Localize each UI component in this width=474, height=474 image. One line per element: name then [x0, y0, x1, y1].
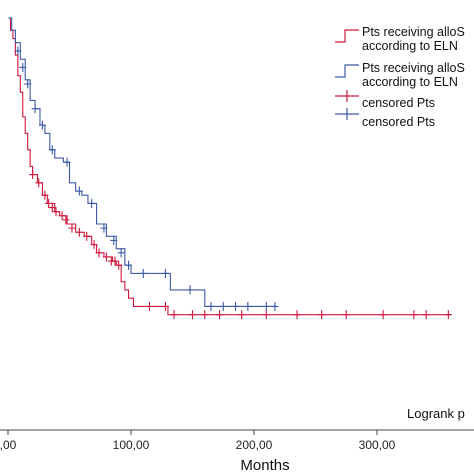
censored-mark: [63, 157, 71, 167]
survival-curve-1: [8, 17, 451, 316]
censored-mark: [83, 231, 91, 241]
censored-mark: [88, 198, 96, 208]
censored-mark: [19, 62, 27, 72]
censored-mark: [379, 310, 387, 320]
x-tick-label: 200,00: [236, 438, 273, 452]
censored-mark: [75, 227, 83, 237]
censored-mark: [139, 268, 147, 278]
censored-mark: [102, 252, 110, 262]
censored-mark: [422, 310, 430, 320]
legend-label: according to ELN: [362, 39, 458, 53]
censored-mark: [35, 178, 43, 188]
censored-mark: [216, 310, 224, 320]
censored-mark: [52, 207, 60, 217]
censored-mark: [444, 310, 452, 320]
censored-mark: [62, 215, 70, 225]
censored-mark: [170, 310, 178, 320]
censored-mark: [201, 310, 209, 320]
censored-mark: [125, 260, 133, 270]
x-tick-label: 300,00: [359, 438, 396, 452]
censored-mark: [186, 285, 194, 295]
censored-mark: [29, 170, 37, 180]
plot-area: [8, 17, 452, 320]
censored-mark: [318, 310, 326, 320]
censored-mark: [262, 310, 270, 320]
x-axis-ticks: ,00 100,00 200,00 300,00: [0, 430, 396, 452]
x-tick-label: 100,00: [113, 438, 150, 452]
legend-swatch: [335, 90, 359, 102]
censored-mark: [48, 145, 56, 155]
logrank-annotation: Logrank p: [407, 406, 465, 421]
censored-mark: [75, 186, 83, 196]
censored-mark: [45, 198, 53, 208]
censored-mark: [58, 211, 66, 221]
censored-mark: [244, 301, 252, 311]
legend-label: Pts receiving alloS: [362, 25, 465, 39]
x-axis-title: Months: [240, 457, 289, 474]
censored-mark: [271, 301, 279, 311]
censored-mark: [161, 301, 169, 311]
censored-mark: [115, 260, 123, 270]
censored-mark: [219, 301, 227, 311]
censored-mark: [111, 256, 119, 266]
censored-mark: [110, 235, 118, 245]
censored-mark: [117, 248, 125, 258]
legend-swatch: [335, 29, 359, 43]
legend-label: according to ELN: [362, 75, 458, 89]
censored-mark: [232, 301, 240, 311]
censored-mark: [14, 46, 22, 56]
x-tick-label: ,00: [0, 438, 17, 452]
legend-swatch: [335, 108, 359, 120]
legend-swatch: [335, 64, 359, 78]
censored-mark: [41, 190, 49, 200]
legend-label: Pts receiving alloS: [362, 61, 465, 75]
censored-mark: [95, 248, 103, 258]
censored-mark: [207, 301, 215, 311]
censored-mark: [293, 310, 301, 320]
censored-mark: [410, 310, 418, 320]
censored-mark: [342, 310, 350, 320]
legend-label: censored Pts: [362, 96, 435, 110]
censored-mark: [90, 240, 98, 250]
censored-mark: [189, 310, 196, 320]
censored-mark: [48, 203, 56, 213]
censored-mark: [38, 120, 46, 130]
censored-mark: [262, 301, 270, 311]
survival-curve-2: [8, 17, 275, 307]
censored-mark: [31, 104, 39, 114]
censored-mark: [100, 223, 108, 233]
censored-mark: [24, 79, 32, 89]
censored-mark: [68, 223, 76, 233]
legend-label: censored Pts: [362, 115, 435, 129]
censored-mark: [238, 310, 246, 320]
censored-mark: [145, 301, 153, 311]
censored-mark: [161, 268, 169, 278]
